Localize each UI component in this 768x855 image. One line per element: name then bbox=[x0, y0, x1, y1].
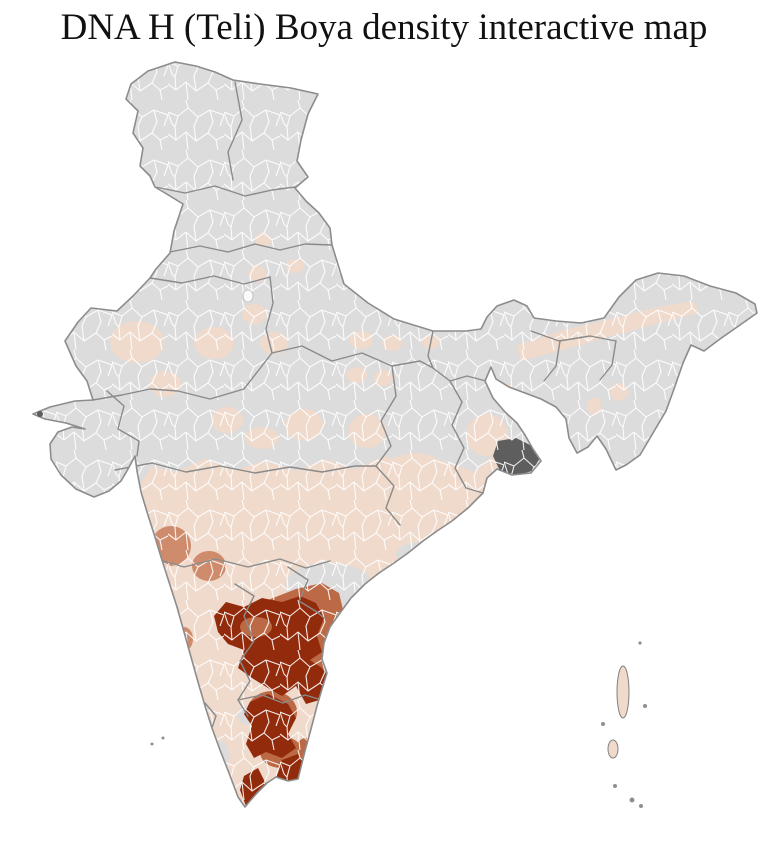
india-outline bbox=[32, 61, 758, 808]
page-title: DNA H (Teli) Boya density interactive ma… bbox=[60, 7, 708, 48]
diu-islet bbox=[37, 411, 43, 417]
lakshadweep-islands bbox=[150, 736, 165, 746]
nicobar-islets bbox=[601, 641, 647, 808]
andaman-islands[interactable] bbox=[607, 665, 630, 759]
delhi-enclave[interactable] bbox=[242, 289, 254, 303]
district-grid bbox=[33, 62, 757, 807]
